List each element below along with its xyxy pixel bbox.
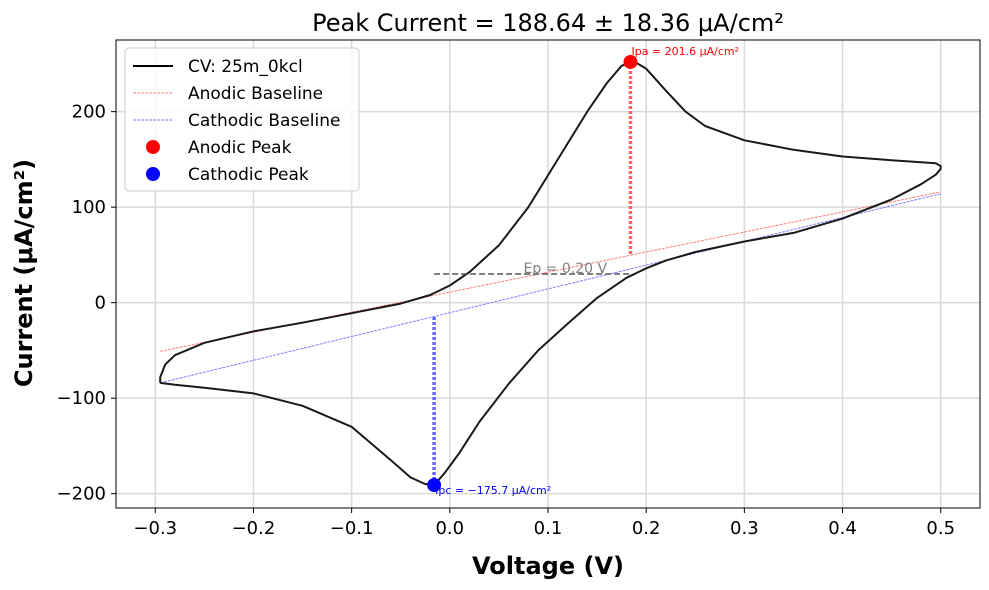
- x-axis-label: Voltage (V): [472, 552, 624, 580]
- x-tick-label: −0.2: [232, 518, 276, 539]
- legend-label: Cathodic Baseline: [188, 111, 340, 131]
- baselines: [160, 191, 941, 384]
- anodic-peak-marker: [623, 54, 638, 69]
- x-tick-label: 0.4: [828, 518, 857, 539]
- legend-label: Anodic Peak: [188, 138, 292, 158]
- x-tick-label: 0.3: [730, 518, 759, 539]
- y-axis-label: Current (μA/cm²): [10, 159, 38, 387]
- x-axis-ticks: −0.3 −0.2 −0.1 0.0 0.1 0.2 0.3 0.4 0.5: [133, 508, 955, 539]
- y-tick-label: −200: [57, 484, 106, 505]
- legend-label: CV: 25m_0kcl: [188, 57, 303, 77]
- legend-swatch: [146, 140, 160, 154]
- cv-curve-group: [159, 61, 942, 486]
- x-tick-label: 0.2: [632, 518, 661, 539]
- legend-swatch: [146, 167, 160, 181]
- legend-box: [124, 47, 360, 192]
- anodic-peak-label: Ipa = 201.6 μA/cm²: [631, 45, 739, 58]
- y-tick-label: 0: [95, 293, 106, 314]
- legend-label: Cathodic Peak: [188, 165, 309, 185]
- x-tick-label: 0.0: [435, 518, 464, 539]
- legend-label: Anodic Baseline: [188, 84, 323, 104]
- chart-title: Peak Current = 188.64 ± 18.36 μA/cm²: [312, 9, 784, 37]
- y-tick-label: 200: [72, 102, 106, 123]
- grid: [116, 40, 980, 508]
- cathodic-baseline: [160, 193, 941, 384]
- cv-curve: [159, 61, 942, 486]
- ep-label: Ep = 0.20 V: [524, 261, 608, 277]
- x-tick-label: 0.5: [926, 518, 955, 539]
- y-axis-ticks: −200 −100 0 100 200: [57, 102, 116, 505]
- y-tick-label: 100: [72, 197, 106, 218]
- cathodic-peak-marker: [427, 478, 442, 493]
- cathodic-peak-label: Ipc = −175.7 μA/cm²: [435, 484, 551, 497]
- peaks: Ep = 0.20 V Ipa = 201.6 μA/cm² Ipc = −175.…: [427, 45, 739, 497]
- legend: CV: 25m_0kcl Anodic Baseline Cathodic Base…: [124, 47, 360, 192]
- x-tick-label: −0.3: [133, 518, 177, 539]
- x-tick-label: 0.1: [534, 518, 563, 539]
- x-tick-label: −0.1: [330, 518, 374, 539]
- y-tick-label: −100: [57, 388, 106, 409]
